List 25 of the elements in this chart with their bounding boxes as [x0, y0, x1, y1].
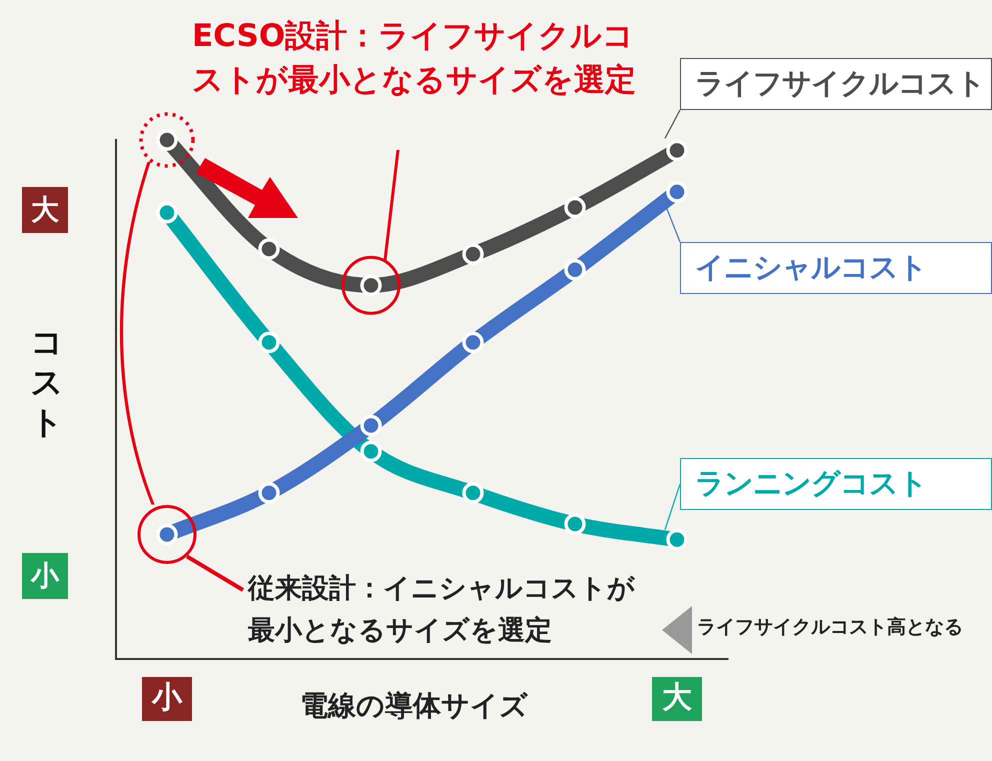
y-axis-title: コスト [30, 322, 64, 442]
point [462, 332, 484, 354]
point [666, 181, 688, 203]
point [156, 202, 178, 224]
point [258, 332, 280, 354]
text: ECSO設計：ライフサイクルコストが最小となるサイズを選定 [192, 17, 637, 100]
legend-label: イニシャルコスト [680, 242, 992, 294]
series-label: ランニングコスト [680, 458, 992, 510]
point [360, 414, 382, 436]
point [258, 238, 280, 260]
point [564, 513, 586, 535]
point [462, 482, 484, 504]
x-axis-title: 電線の導体サイズ [300, 688, 528, 724]
point [462, 243, 484, 265]
point [360, 440, 382, 462]
series-label: ライフサイクルコスト [680, 58, 992, 110]
annotation: ライフサイクルコスト高となる [697, 615, 963, 640]
point [666, 528, 688, 550]
annotation: 従来設計：イニシャルコストが最小となるサイズを選定 [248, 572, 636, 648]
point [666, 140, 688, 162]
point [564, 259, 586, 280]
point [258, 482, 280, 504]
text: 大 [22, 187, 68, 233]
text: 小 [22, 553, 68, 599]
point [564, 196, 586, 218]
